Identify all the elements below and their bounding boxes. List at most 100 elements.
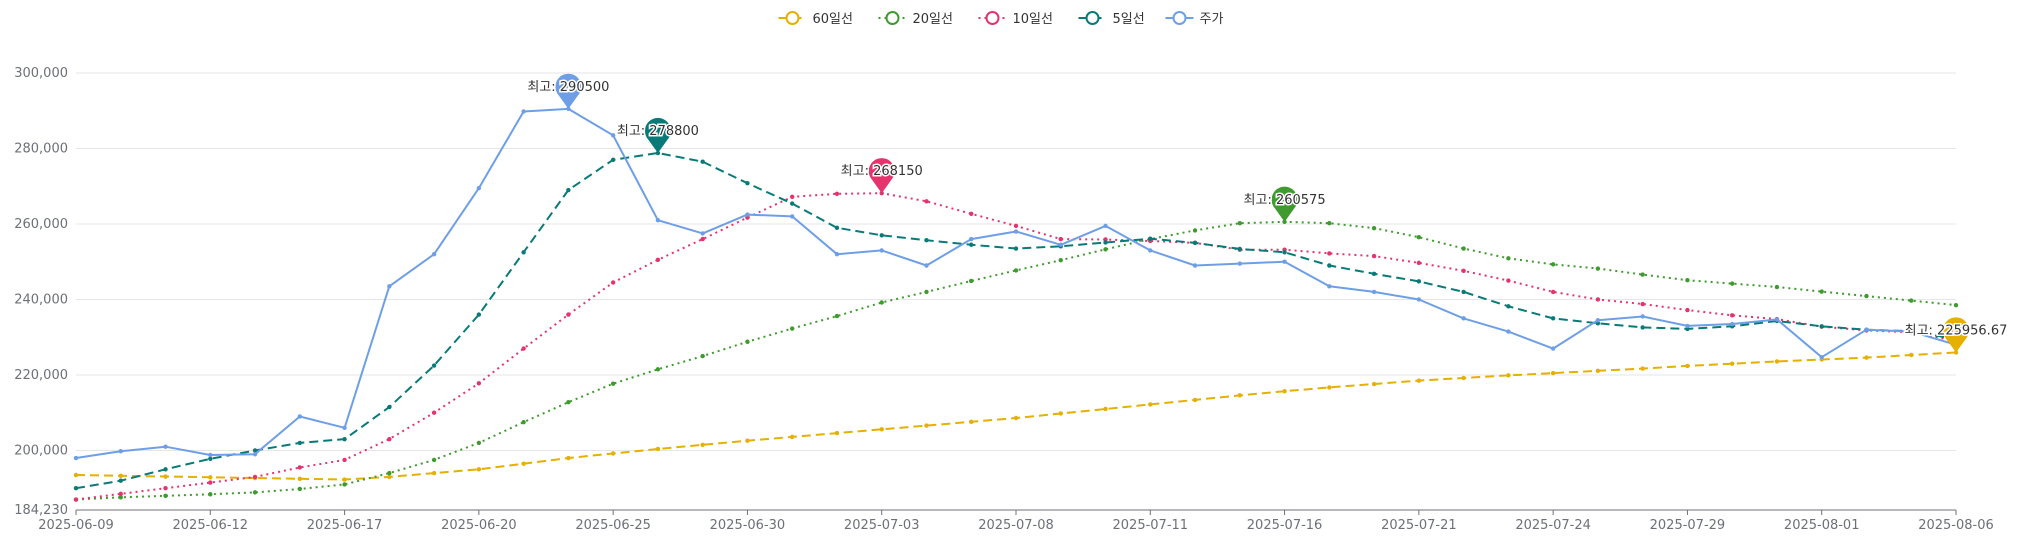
data-point <box>521 250 526 255</box>
data-point <box>1327 284 1332 289</box>
data-point <box>1371 271 1377 277</box>
data-point <box>1282 389 1287 394</box>
legend-swatch-marker <box>1172 11 1187 25</box>
data-point <box>1729 281 1735 286</box>
data-point <box>924 199 929 204</box>
max-label: 최고: 225956.67 <box>1905 323 2008 338</box>
data-point <box>1640 314 1645 319</box>
legend-item-5일선[interactable]: 5일선 <box>1078 11 1145 27</box>
legend-item-10일선[interactable]: 10일선 <box>978 11 1053 27</box>
max-markers: 최고: 225956.67 최고: 260575 최고: 268150 최고: 278… <box>526 73 2009 353</box>
data-point <box>566 455 571 461</box>
data-point <box>1416 279 1422 284</box>
legend-item-20일선[interactable]: 20일선 <box>878 11 953 27</box>
data-point <box>789 326 795 331</box>
x-tick-label: 2025-06-25 <box>575 518 651 533</box>
data-point <box>208 456 213 461</box>
data-point <box>431 457 437 463</box>
data-point <box>1774 317 1780 322</box>
max-pin <box>1271 186 1298 222</box>
data-point <box>1506 256 1511 261</box>
data-point <box>252 452 258 457</box>
data-point <box>1685 326 1690 332</box>
data-point <box>1729 313 1735 318</box>
data-point <box>745 339 750 344</box>
x-tick-label: 2025-08-01 <box>1784 518 1860 533</box>
max-pin <box>1943 317 1970 353</box>
data-point <box>521 109 526 114</box>
data-point <box>969 242 974 247</box>
data-point <box>1013 246 1019 251</box>
data-point <box>118 495 123 500</box>
data-point <box>1685 307 1690 313</box>
data-point <box>118 449 123 454</box>
data-point <box>1864 293 1869 299</box>
data-point <box>1640 325 1645 330</box>
data-point <box>73 486 79 491</box>
data-point <box>387 470 392 476</box>
data-point <box>1327 221 1332 226</box>
data-point <box>1103 237 1108 242</box>
data-point <box>745 181 750 186</box>
legend-label: 60일선 <box>813 12 853 27</box>
data-point <box>163 493 168 498</box>
data-point <box>1864 355 1869 360</box>
legend-label: 20일선 <box>913 12 953 27</box>
data-point <box>700 236 705 242</box>
data-point <box>73 472 79 478</box>
series-line <box>75 152 1957 490</box>
data-point <box>1371 381 1377 387</box>
data-point <box>566 187 571 193</box>
data-point <box>297 440 303 446</box>
data-point <box>924 423 929 428</box>
legend-swatch-marker <box>785 11 800 25</box>
data-point <box>924 289 929 295</box>
data-point <box>969 211 974 216</box>
data-point <box>1550 289 1556 295</box>
data-point <box>163 474 168 479</box>
series-10일선 <box>73 191 1959 502</box>
data-point <box>1506 304 1511 309</box>
data-point <box>1327 251 1332 256</box>
data-point <box>745 212 750 217</box>
data-point <box>924 263 929 268</box>
y-tick-label: 260,000 <box>14 217 68 232</box>
legend-item-주가[interactable]: 주가 <box>1165 11 1224 27</box>
data-point <box>1103 406 1108 412</box>
data-point <box>1685 323 1690 329</box>
data-point <box>1416 235 1422 240</box>
max-marker-5일선: 최고: 278800 <box>615 117 700 154</box>
data-point <box>1461 289 1466 295</box>
data-point <box>834 225 840 230</box>
data-point <box>1640 272 1645 277</box>
data-point <box>789 194 795 200</box>
data-point <box>1237 221 1243 226</box>
data-point <box>1595 318 1601 323</box>
x-tick-label: 2025-06-20 <box>441 518 517 533</box>
data-point <box>655 367 661 372</box>
legend-item-60일선[interactable]: 60일선 <box>778 11 853 27</box>
max-label: 최고: 278800 <box>617 124 699 139</box>
data-point <box>834 430 840 436</box>
data-point <box>789 214 795 219</box>
data-point <box>700 353 705 359</box>
data-point <box>208 452 213 458</box>
series-line <box>75 220 1957 501</box>
data-point <box>1327 263 1332 268</box>
data-point <box>1774 359 1780 364</box>
data-point <box>700 442 705 448</box>
y-tick-label: 300,000 <box>14 66 68 81</box>
data-point <box>834 313 840 319</box>
data-point <box>745 215 750 220</box>
data-point <box>431 363 437 368</box>
legend-swatch-marker <box>985 11 1000 25</box>
data-point <box>1909 352 1914 358</box>
legend[interactable]: 60일선 20일선 10일선 5일선 주가 <box>778 11 1224 27</box>
max-marker-20일선: 최고: 260575 <box>1242 186 1327 222</box>
data-point <box>610 157 616 163</box>
data-point <box>1192 228 1198 233</box>
data-point <box>476 185 482 191</box>
data-point <box>655 446 661 452</box>
